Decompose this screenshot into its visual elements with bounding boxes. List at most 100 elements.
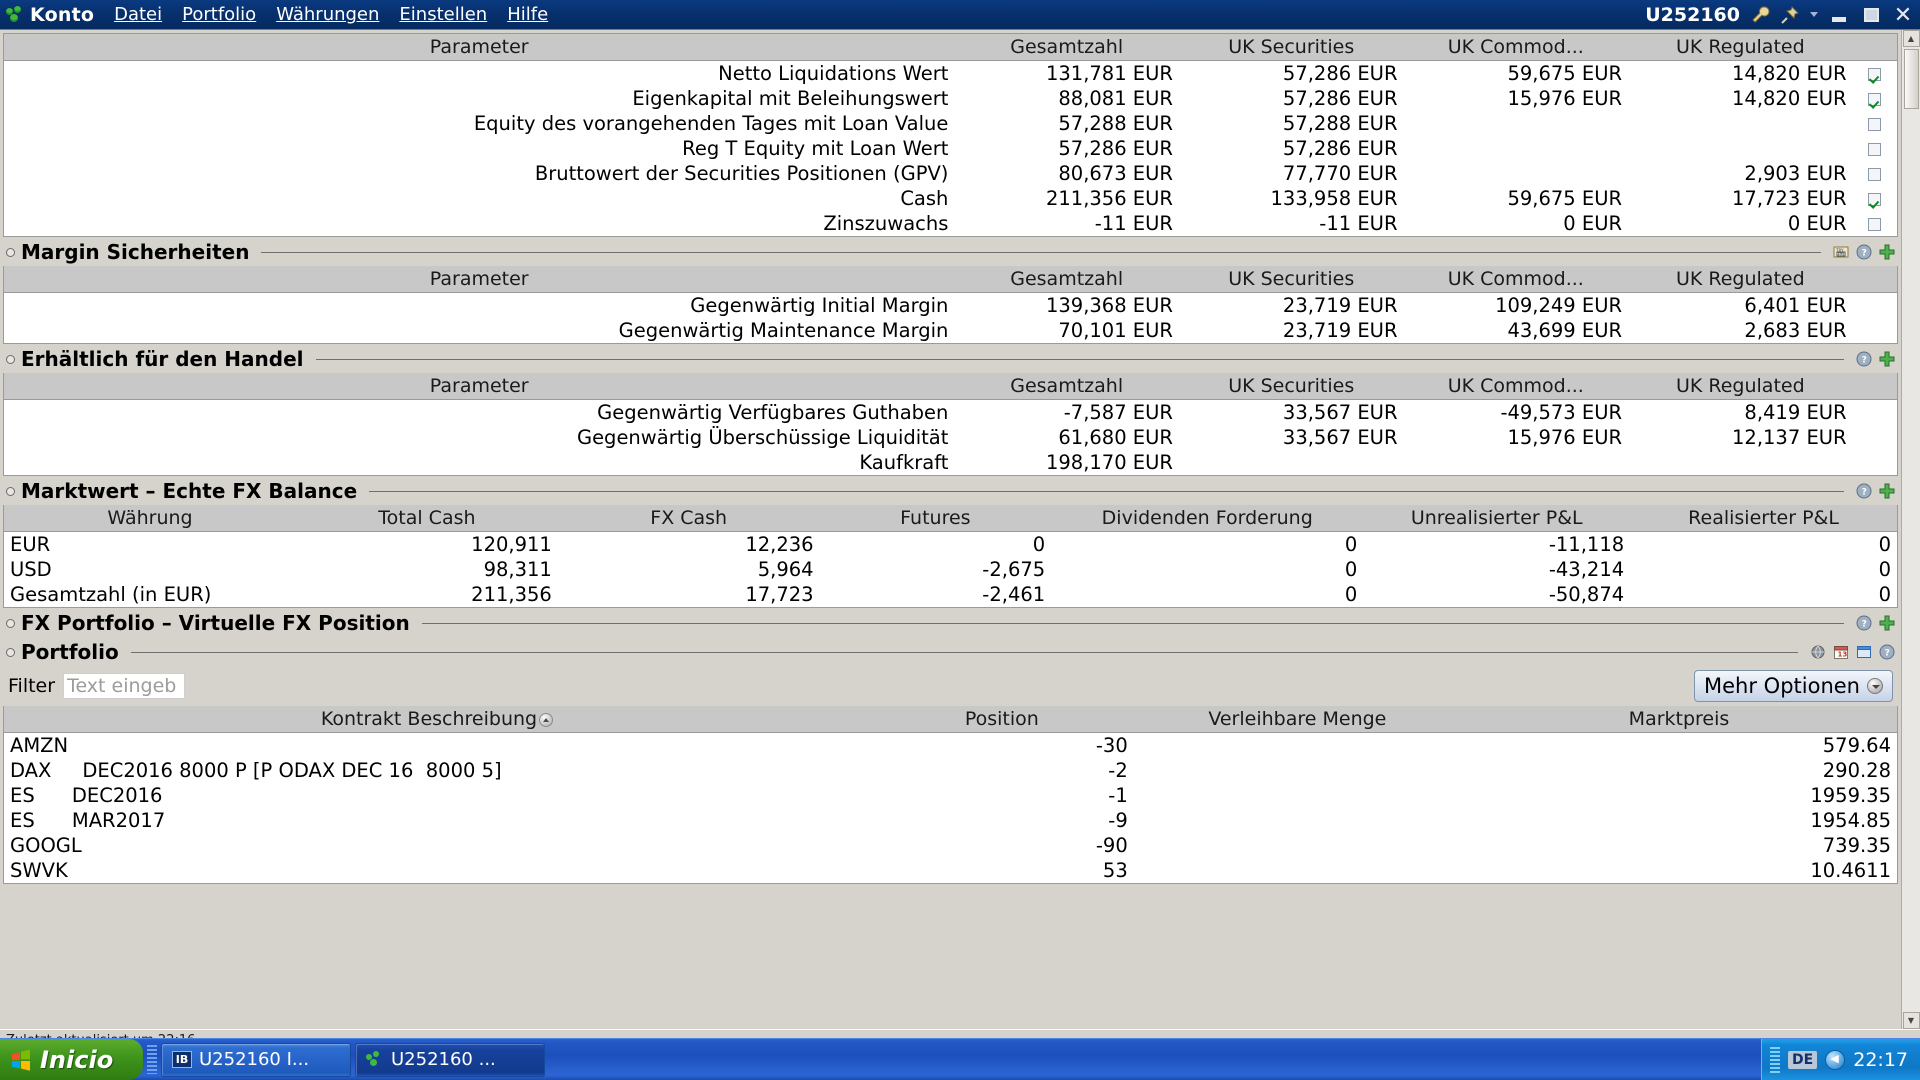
row-checkbox[interactable] xyxy=(1868,93,1882,106)
add-icon[interactable] xyxy=(1879,483,1895,499)
column-header-uk-regulated[interactable]: UK Regulated xyxy=(1628,266,1853,293)
back-arrow-icon[interactable] xyxy=(1825,1049,1846,1070)
scroll-down-arrow[interactable]: ▼ xyxy=(1902,1012,1920,1029)
column-header-dividends[interactable]: Dividenden Forderung xyxy=(1051,505,1364,532)
table-row[interactable]: Cash 211,356 EUR 133,958 EUR 59,675 EUR … xyxy=(4,186,1897,211)
column-header-uk-securities[interactable]: UK Securities xyxy=(1178,373,1404,400)
help-icon[interactable]: ? xyxy=(1856,483,1872,499)
table-row[interactable]: DAX DEC2016 8000 P [P ODAX DEC 16 8000 5… xyxy=(4,758,1897,783)
column-header-marktpreis[interactable]: Marktpreis xyxy=(1460,706,1897,733)
table-row[interactable]: Gegenwärtig Initial Margin 139,368 EUR 2… xyxy=(4,292,1897,318)
table-row[interactable]: Netto Liquidations Wert 131,781 EUR 57,2… xyxy=(4,60,1897,86)
table-row[interactable]: Gegenwärtig Überschüssige Liquidität 61,… xyxy=(4,425,1897,450)
section-header-fx-balance[interactable]: Marktwert – Echte FX Balance ? xyxy=(0,476,1901,505)
column-header-fx-cash[interactable]: FX Cash xyxy=(557,505,820,532)
column-header-parameter[interactable]: Parameter xyxy=(4,34,955,61)
pin-icon[interactable] xyxy=(1780,5,1800,25)
collapse-toggle-icon[interactable] xyxy=(6,647,15,657)
collapse-toggle-icon[interactable] xyxy=(6,247,15,257)
row-checkbox[interactable] xyxy=(1868,68,1882,81)
taskbar-item-konto[interactable]: U252160 ... xyxy=(355,1042,545,1077)
column-header-gesamtzahl[interactable]: Gesamtzahl xyxy=(954,266,1179,293)
column-header-uk-securities[interactable]: UK Securities xyxy=(1178,266,1404,293)
section-header-margin[interactable]: Margin Sicherheiten TRY PM ? xyxy=(0,237,1901,266)
tray-grip[interactable] xyxy=(1770,1046,1781,1073)
help-icon[interactable]: ? xyxy=(1856,615,1872,631)
column-header-uk-securities[interactable]: UK Securities xyxy=(1178,34,1404,61)
table-row[interactable]: Zinszuwachs -11 EUR -11 EUR 0 EUR 0 EUR xyxy=(4,211,1897,236)
table-row[interactable]: EUR 120,911 12,236 0 0 -11,118 0 xyxy=(4,531,1897,557)
start-button[interactable]: Inicio xyxy=(0,1039,143,1080)
column-header-uk-commodities[interactable]: UK Commod... xyxy=(1403,373,1629,400)
row-checkbox[interactable] xyxy=(1868,143,1882,156)
help-icon[interactable]: ? xyxy=(1879,644,1895,660)
table-row[interactable]: AMZN -30 579.64 xyxy=(4,732,1897,758)
column-header-uk-commodities[interactable]: UK Commod... xyxy=(1403,34,1629,61)
column-header-unrealized-pl[interactable]: Unrealisierter P&L xyxy=(1363,505,1631,532)
column-header-gesamtzahl[interactable]: Gesamtzahl xyxy=(954,34,1179,61)
menu-item-portfolio[interactable]: Portfolio xyxy=(182,4,256,25)
table-row[interactable]: Kaufkraft 198,170 EUR xyxy=(4,450,1897,475)
table-row[interactable]: SWVK 53 10.4611 xyxy=(4,858,1897,883)
maximize-button[interactable] xyxy=(1860,5,1882,25)
taskbar-item-ib-tws[interactable]: IB U252160 I... xyxy=(161,1042,351,1077)
row-checkbox[interactable] xyxy=(1868,193,1882,206)
column-header-position[interactable]: Position xyxy=(869,706,1134,733)
column-header-parameter[interactable]: Parameter xyxy=(4,266,955,293)
column-header-futures[interactable]: Futures xyxy=(819,505,1052,532)
help-icon[interactable]: ? xyxy=(1856,351,1872,367)
collapse-toggle-icon[interactable] xyxy=(6,618,15,628)
table-row[interactable]: Reg T Equity mit Loan Wert 57,286 EUR 57… xyxy=(4,136,1897,161)
column-header-total-cash[interactable]: Total Cash xyxy=(296,505,558,532)
column-header-uk-regulated[interactable]: UK Regulated xyxy=(1628,34,1853,61)
table-row[interactable]: Equity des vorangehenden Tages mit Loan … xyxy=(4,111,1897,136)
window-icon[interactable] xyxy=(1856,644,1872,660)
section-header-portfolio[interactable]: Portfolio 13 ? xyxy=(0,637,1901,666)
column-header-waehrung[interactable]: Währung xyxy=(4,505,296,532)
section-header-available[interactable]: Erhältlich für den Handel ? xyxy=(0,344,1901,373)
table-row[interactable]: ES DEC2016 -1 1959.35 xyxy=(4,783,1897,808)
column-header-kontrakt-beschreibung[interactable]: Kontrakt Beschreibung xyxy=(4,706,870,733)
column-header-verleihbare-menge[interactable]: Verleihbare Menge xyxy=(1133,706,1461,733)
menu-item-datei[interactable]: Datei xyxy=(114,4,162,25)
tray-clock[interactable]: 22:17 xyxy=(1853,1048,1908,1071)
column-header-uk-commodities[interactable]: UK Commod... xyxy=(1403,266,1629,293)
column-header-uk-regulated[interactable]: UK Regulated xyxy=(1628,373,1853,400)
more-options-button[interactable]: Mehr Optionen xyxy=(1694,670,1893,702)
menu-item-waehrungen[interactable]: Währungen xyxy=(276,4,379,25)
wrench-icon[interactable] xyxy=(1750,5,1770,25)
table-row[interactable]: Eigenkapital mit Beleihungswert 88,081 E… xyxy=(4,86,1897,111)
menu-item-hilfe[interactable]: Hilfe xyxy=(507,4,548,25)
calendar-icon[interactable]: 13 xyxy=(1833,644,1849,660)
table-row[interactable]: Bruttowert der Securities Positionen (GP… xyxy=(4,161,1897,186)
column-header-gesamtzahl[interactable]: Gesamtzahl xyxy=(954,373,1179,400)
column-header-realized-pl[interactable]: Realisierter P&L xyxy=(1630,505,1897,532)
table-row[interactable]: ES MAR2017 -9 1954.85 xyxy=(4,808,1897,833)
close-button[interactable]: ✕ xyxy=(1893,2,1913,28)
row-checkbox[interactable] xyxy=(1868,168,1882,181)
collapse-toggle-icon[interactable] xyxy=(6,486,15,496)
taskbar-grip[interactable] xyxy=(147,1045,157,1074)
language-indicator[interactable]: DE xyxy=(1788,1050,1818,1069)
menu-item-einstellen[interactable]: Einstellen xyxy=(399,4,487,25)
column-header-parameter[interactable]: Parameter xyxy=(4,373,955,400)
collapse-toggle-icon[interactable] xyxy=(6,354,15,364)
table-row[interactable]: Gesamtzahl (in EUR) 211,356 17,723 -2,46… xyxy=(4,582,1897,607)
add-icon[interactable] xyxy=(1879,244,1895,260)
help-icon[interactable]: ? xyxy=(1856,244,1872,260)
add-icon[interactable] xyxy=(1879,351,1895,367)
minimize-button[interactable] xyxy=(1828,5,1850,25)
filter-input[interactable]: Text eingeb xyxy=(63,673,186,699)
table-row[interactable]: USD 98,311 5,964 -2,675 0 -43,214 0 xyxy=(4,557,1897,582)
table-row[interactable]: GOOGL -90 739.35 xyxy=(4,833,1897,858)
globe-icon[interactable] xyxy=(1810,644,1826,660)
vertical-scrollbar[interactable]: ▲ ▼ xyxy=(1901,30,1920,1029)
table-row[interactable]: Gegenwärtig Verfügbares Guthaben -7,587 … xyxy=(4,399,1897,425)
chevron-down-icon[interactable] xyxy=(1810,12,1818,17)
row-checkbox[interactable] xyxy=(1868,218,1882,231)
row-checkbox[interactable] xyxy=(1868,118,1882,131)
add-icon[interactable] xyxy=(1879,615,1895,631)
table-row[interactable]: Gegenwärtig Maintenance Margin 70,101 EU… xyxy=(4,318,1897,343)
sort-indicator-icon[interactable] xyxy=(539,712,554,727)
